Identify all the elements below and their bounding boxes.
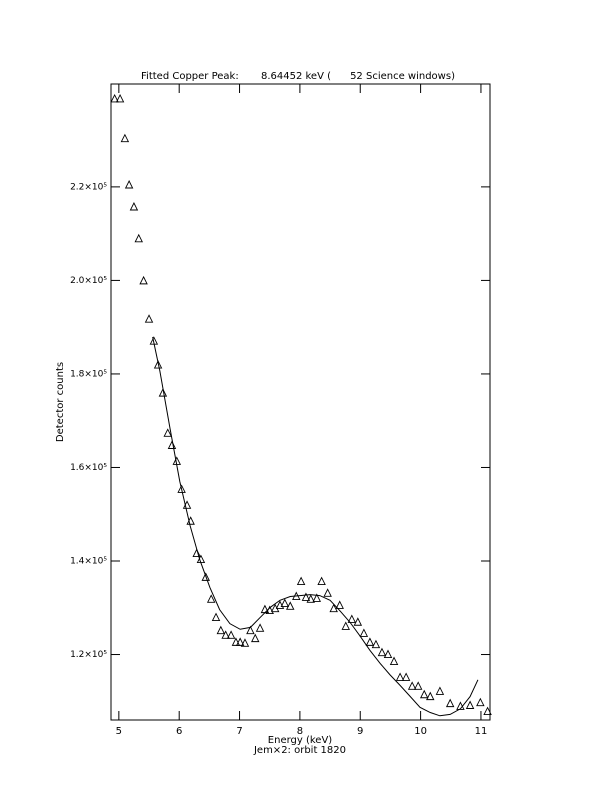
data-point (371, 639, 381, 649)
data-point (231, 637, 241, 646)
data-point (110, 93, 119, 103)
data-point (286, 601, 295, 610)
data-point (476, 697, 485, 707)
data-point (383, 649, 393, 658)
data-point (235, 637, 245, 646)
data-point (216, 625, 226, 635)
y-tick-label: 1.6×10⁵ (70, 463, 107, 473)
data-point (129, 201, 139, 211)
data-point (407, 681, 417, 690)
data-point (158, 388, 168, 397)
data-point (296, 576, 306, 586)
data-point (329, 603, 338, 613)
data-point (389, 656, 399, 665)
data-point (377, 647, 387, 657)
data-point (445, 698, 455, 708)
data-point (341, 621, 350, 630)
data-point (221, 630, 230, 639)
data-point (153, 360, 163, 369)
data-point (280, 598, 290, 608)
data-point (226, 630, 236, 639)
y-tick-label: 1.4×10⁵ (70, 557, 107, 567)
data-point (306, 594, 315, 603)
data-point (323, 588, 332, 597)
data-point (335, 600, 344, 609)
data-point (192, 548, 201, 557)
x-tick-label: 6 (176, 726, 182, 737)
data-point (115, 93, 125, 103)
data-point (167, 440, 177, 449)
y-tick-label: 2.0×10⁵ (70, 276, 107, 286)
data-point (163, 428, 172, 437)
data-point (359, 628, 369, 637)
data-point (134, 233, 143, 243)
data-point (124, 180, 134, 189)
y-axis-label: Detector counts (55, 362, 66, 442)
data-point (246, 625, 255, 635)
data-point (301, 592, 311, 601)
x-tick-label: 8 (297, 726, 303, 737)
data-point (465, 700, 475, 709)
subtitle: Jem×2: orbit 1820 (253, 745, 346, 756)
data-point (255, 623, 265, 632)
data-point (312, 593, 322, 602)
y-tick-label: 1.2×10⁵ (70, 650, 107, 660)
plot-frame (110, 83, 491, 721)
x-tick-label: 10 (414, 726, 427, 737)
data-point (120, 133, 130, 143)
data-point (353, 617, 363, 626)
data-point (365, 637, 375, 646)
x-tick-label: 5 (116, 726, 122, 737)
data-point (435, 686, 445, 695)
fit-line (152, 336, 479, 717)
data-point (211, 612, 221, 622)
data-point (426, 691, 435, 701)
data-point (317, 576, 326, 586)
x-axis-label: Energy (keV) (268, 735, 333, 746)
data-point (413, 681, 423, 690)
y-tick-label: 2.2×10⁵ (70, 182, 107, 192)
x-tick-label: 7 (236, 726, 242, 737)
data-point (347, 614, 357, 623)
data-point (395, 672, 405, 681)
data-point (177, 484, 186, 493)
data-point (206, 594, 216, 603)
data-point (419, 689, 429, 699)
chart-title: Fitted Copper Peak: 8.64452 keV ( 52 Sci… (141, 71, 455, 82)
data-point (251, 633, 260, 643)
data-point (401, 672, 411, 681)
data-point (144, 314, 154, 323)
y-tick-label: 1.8×10⁵ (70, 369, 107, 379)
data-point (139, 275, 148, 285)
data-point (201, 572, 210, 581)
x-tick-label: 9 (357, 726, 363, 737)
data-point (483, 706, 492, 716)
x-tick-label: 11 (475, 726, 488, 737)
data-point (240, 638, 250, 647)
